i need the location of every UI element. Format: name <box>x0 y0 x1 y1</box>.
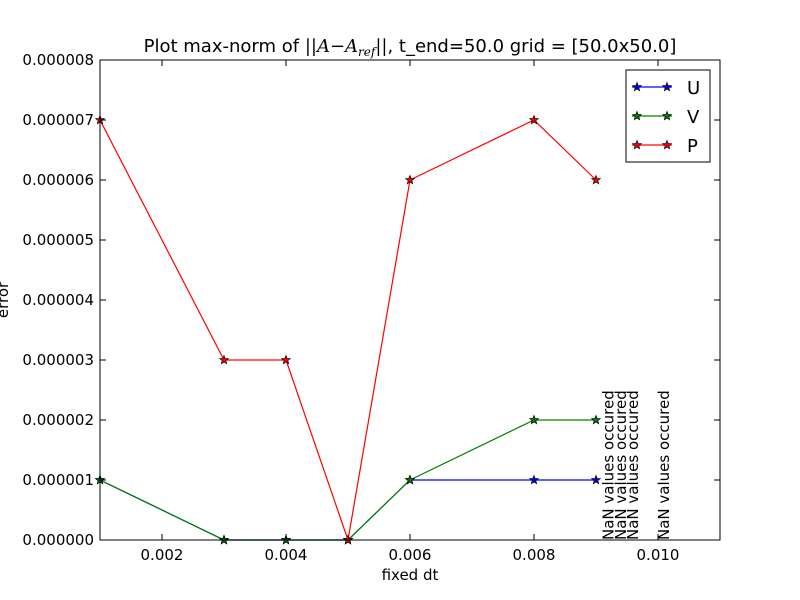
legend-label-u: U <box>687 78 700 99</box>
nan-annotation: NaN values occured <box>599 390 617 540</box>
legend-marker-v <box>631 110 643 121</box>
y-tick-label: 0.000000 <box>22 531 94 549</box>
series-u-point <box>528 474 540 485</box>
legend-marker-u <box>661 81 673 92</box>
legend-label-p: P <box>687 136 698 157</box>
y-tick-label: 0.000001 <box>22 471 94 489</box>
x-tick-label: 0.004 <box>265 546 308 564</box>
y-axis-label: error <box>0 281 12 318</box>
nan-annotation: NaN values occured <box>624 390 642 540</box>
x-tick-label: 0.008 <box>513 546 556 564</box>
series-p-point <box>404 174 416 185</box>
y-tick-label: 0.000002 <box>22 411 94 429</box>
series-p-point <box>590 174 602 185</box>
y-tick-label: 0.000007 <box>22 111 94 129</box>
plot-background <box>100 60 720 540</box>
legend-marker-p <box>631 139 643 150</box>
nan-annotation: NaN values occured <box>655 390 673 540</box>
series-p-point <box>218 354 230 365</box>
y-tick-label: 0.000003 <box>22 351 94 369</box>
series-p-point <box>280 354 292 365</box>
nan-annotation: NaN values occured <box>612 390 630 540</box>
legend-label-v: V <box>687 107 700 128</box>
x-tick-label: 0.010 <box>637 546 680 564</box>
x-tick-label: 0.006 <box>389 546 432 564</box>
series-v-point <box>404 474 416 485</box>
y-tick-label: 0.000006 <box>22 171 94 189</box>
x-axis-label: fixed dt <box>382 566 439 584</box>
x-tick-label: 0.002 <box>141 546 184 564</box>
legend-marker-p <box>661 139 673 150</box>
ticks-layer: 0.002 0.004 0.006 0.008 0.010 0.000000 0.00000… <box>22 51 720 564</box>
y-tick-label: 0.000004 <box>22 291 94 309</box>
series-u-point <box>590 474 602 485</box>
legend: UVP <box>625 69 711 163</box>
series-p-point <box>528 114 540 125</box>
series-v-point <box>590 414 602 425</box>
plot-frame <box>99 59 721 541</box>
y-tick-label: 0.000008 <box>22 51 94 69</box>
chart-title: Plot max-norm of ||A−Aref||, t_end=50.0 … <box>144 36 677 59</box>
legend-marker-u <box>631 81 643 92</box>
series-v-point <box>528 414 540 425</box>
legend-marker-v <box>661 110 673 121</box>
y-tick-label: 0.000005 <box>22 231 94 249</box>
